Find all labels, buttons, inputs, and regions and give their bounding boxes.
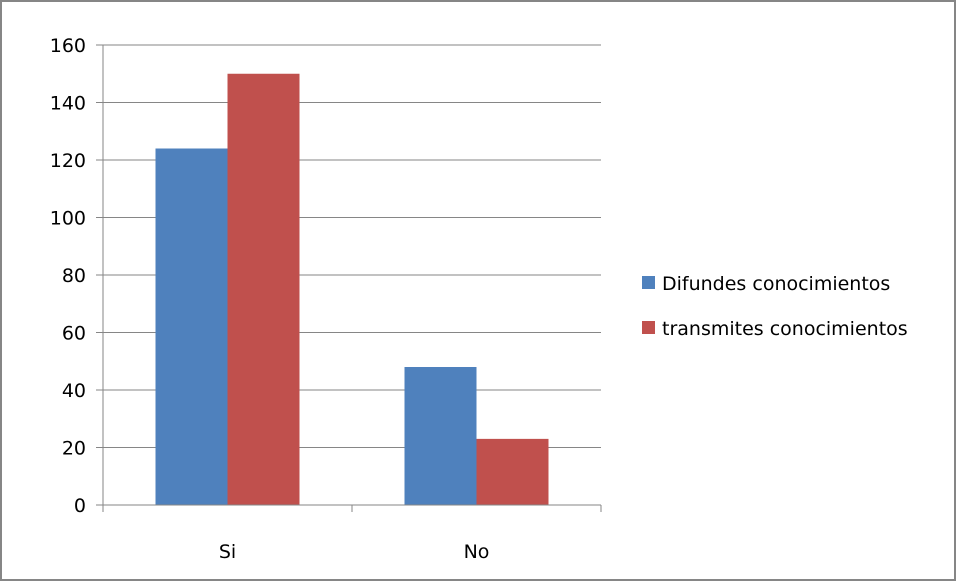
x-category-label: No xyxy=(464,541,490,563)
bar-no-series-2 xyxy=(476,438,549,505)
y-tick-label: 0 xyxy=(74,495,86,517)
bar-si-series-1 xyxy=(155,148,228,505)
bars xyxy=(155,73,549,505)
axes xyxy=(102,45,602,512)
y-tick-label: 60 xyxy=(62,323,86,345)
y-tick-label: 120 xyxy=(50,150,86,172)
legend-swatch xyxy=(642,276,655,289)
y-tick-label: 20 xyxy=(62,438,86,460)
bar-si-series-2 xyxy=(227,73,300,505)
bar-no-series-1 xyxy=(404,367,477,505)
y-tick-label: 160 xyxy=(50,35,86,57)
x-axis-labels: Si No xyxy=(219,541,490,563)
legend-label: Difundes conocimientos xyxy=(662,273,890,295)
y-tick-label: 80 xyxy=(62,265,86,287)
x-category-label: Si xyxy=(219,541,236,563)
legend-label: transmites conocimientos xyxy=(662,318,908,340)
legend: Difundes conocimientos transmites conocim… xyxy=(642,273,908,340)
legend-swatch xyxy=(642,321,655,334)
y-tick-label: 140 xyxy=(50,93,86,115)
y-tick-label: 100 xyxy=(50,208,86,230)
y-axis-ticks: 0 20 40 60 80 100 120 140 160 xyxy=(50,35,103,517)
y-tick-label: 40 xyxy=(62,380,86,402)
